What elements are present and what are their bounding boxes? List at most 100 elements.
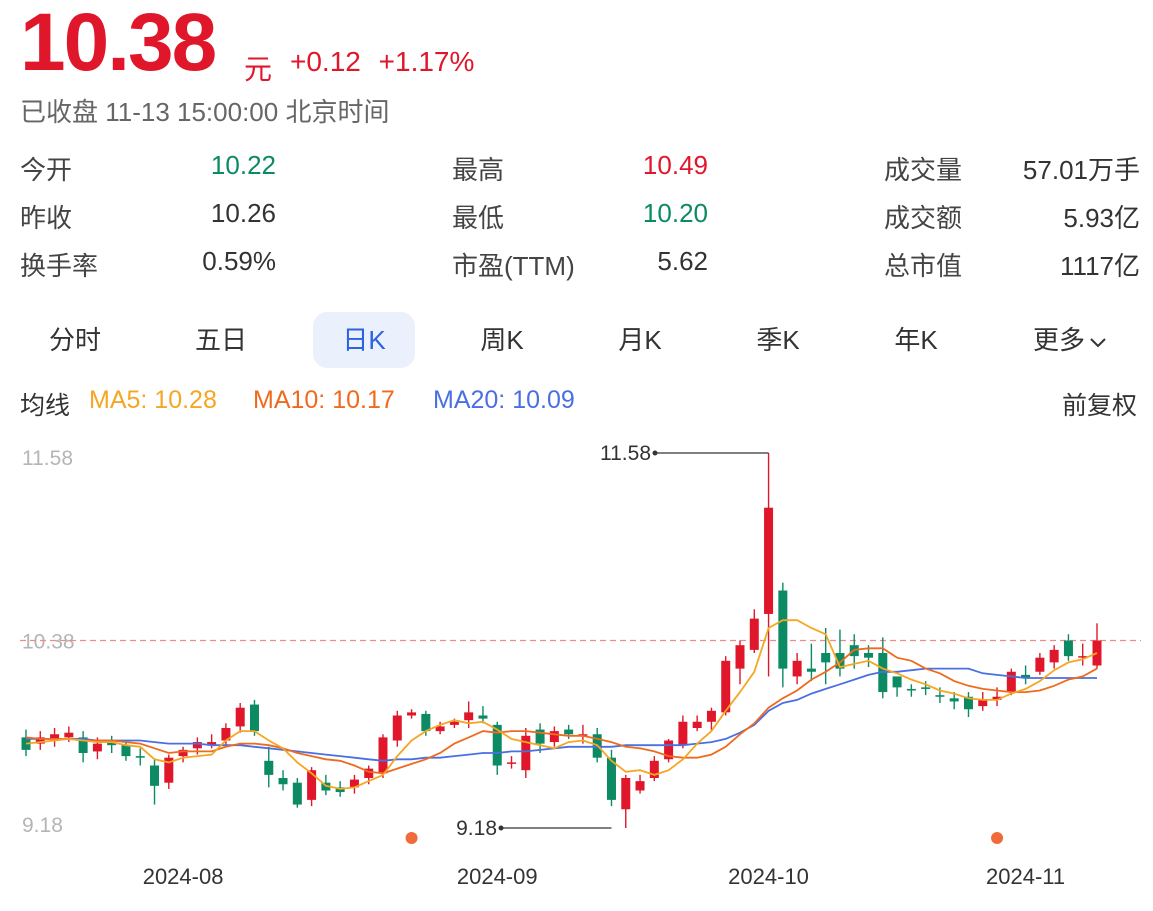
candle-body — [664, 740, 674, 760]
last-price: 10.38 — [20, 0, 217, 88]
x-tick-label: 2024-09 — [457, 864, 538, 889]
tab-0[interactable]: 分时 — [24, 312, 126, 368]
price-unit: 元 — [244, 54, 273, 85]
candle-body — [935, 695, 945, 697]
candle-body — [992, 696, 1002, 700]
candle-body — [464, 712, 474, 721]
tab-label: 周K — [480, 325, 524, 355]
price-change: +0.12 +1.17% — [290, 46, 474, 78]
tab-6[interactable]: 年K — [865, 312, 967, 368]
tab-label: 五日 — [194, 325, 247, 355]
candle-body — [178, 749, 188, 757]
stat-value: 10.20 — [642, 198, 708, 228]
ma5-legend: MA5: 10.28 — [89, 386, 217, 414]
candle-body — [478, 715, 488, 719]
candle-body — [421, 713, 431, 732]
candle-body — [107, 742, 117, 746]
candle-body — [635, 781, 645, 791]
min-leader-dot — [498, 825, 504, 831]
stat-label: 总市值 — [884, 251, 963, 281]
stat-value: 57.01万手 — [1022, 155, 1140, 185]
ma20-line — [26, 667, 1097, 762]
candle-body — [764, 507, 774, 614]
candle-body — [249, 704, 259, 732]
stat-label: 市盈(TTM) — [452, 251, 575, 281]
candle-body — [606, 757, 616, 800]
candle-body — [949, 698, 959, 702]
candle-body — [978, 699, 988, 707]
candle-body — [1035, 657, 1045, 672]
candle-body — [349, 779, 359, 788]
candle-body — [963, 696, 973, 710]
stat-label: 成交额 — [884, 203, 963, 233]
change-percent: +1.17% — [378, 46, 475, 77]
candle-body — [621, 778, 631, 810]
stat-value: 5.62 — [657, 246, 708, 276]
candle-body — [692, 721, 702, 728]
candle-body — [164, 757, 174, 783]
candle-body — [792, 660, 802, 677]
change-value: +0.12 — [290, 46, 361, 77]
candle-body — [821, 653, 831, 663]
chevron-down-icon — [1085, 325, 1107, 355]
candle-body — [678, 721, 688, 746]
candle-body — [278, 778, 288, 785]
tab-4[interactable]: 月K — [589, 312, 691, 368]
candle-body — [906, 688, 916, 691]
stat-value: 10.49 — [642, 150, 708, 180]
candle-body — [407, 712, 417, 716]
ma-title: 均线 — [20, 392, 71, 420]
ma10-legend: MA10: 10.17 — [253, 386, 395, 414]
stat-label: 换手率 — [20, 251, 99, 281]
candle-body — [735, 645, 745, 669]
adjust-toggle[interactable]: 前复权 — [1062, 392, 1138, 420]
stat-value: 1117亿 — [1060, 251, 1140, 281]
ma5-line — [25, 619, 1098, 790]
candle-body — [549, 731, 559, 743]
stat-value: 5.93亿 — [1063, 203, 1140, 233]
tab-5[interactable]: 季K — [727, 312, 829, 368]
candle-body — [1049, 649, 1059, 663]
candle-body — [50, 734, 60, 739]
candle-body — [307, 770, 317, 800]
candle-body — [492, 724, 502, 766]
tab-1[interactable]: 五日 — [170, 312, 272, 368]
candle-body — [64, 732, 74, 738]
y-tick-label: 9.18 — [22, 814, 63, 837]
candle-body — [921, 687, 931, 689]
market-status: 已收盘 11-13 15:00:00 北京时间 — [20, 97, 390, 127]
ma20-legend: MA20: 10.09 — [433, 386, 575, 414]
event-marker-dot — [405, 832, 418, 844]
candle-body — [649, 760, 659, 778]
candle-body — [521, 735, 531, 771]
candle-body — [207, 742, 217, 746]
tab-7[interactable]: 更多 — [1019, 312, 1121, 368]
candle-body — [778, 590, 788, 669]
candle-body — [192, 742, 202, 749]
y-tick-label: 10.38 — [22, 631, 75, 654]
candle-body — [435, 726, 445, 732]
candle-body — [221, 728, 231, 741]
stat-label: 成交量 — [884, 155, 963, 185]
stat-value: 10.26 — [210, 198, 276, 228]
ma10-line — [25, 647, 1098, 775]
candle-body — [1021, 674, 1031, 678]
tab-2[interactable]: 日K — [313, 312, 415, 368]
tab-label: 日K — [342, 325, 386, 355]
kline-chart[interactable]: 11.58 10.38 9.18 11.58 9.18 2024-08 2024-09 202… — [0, 430, 1153, 911]
tab-label: 分时 — [48, 325, 101, 355]
tab-label: 季K — [756, 325, 800, 355]
candle-body — [507, 762, 517, 764]
y-tick-label: 11.58 — [22, 447, 73, 470]
x-tick-label: 2024-11 — [986, 864, 1065, 889]
stat-label: 今开 — [20, 155, 73, 185]
x-tick-label: 2024-10 — [728, 864, 809, 889]
stat-label: 昨收 — [20, 203, 73, 233]
tab-3[interactable]: 周K — [451, 312, 553, 368]
candle-body — [806, 668, 816, 672]
candle-body — [264, 760, 274, 775]
min-price-label: 9.18 — [456, 817, 497, 840]
candle-body — [235, 707, 245, 727]
candle-body — [150, 765, 160, 786]
stat-label: 最低 — [452, 203, 505, 233]
